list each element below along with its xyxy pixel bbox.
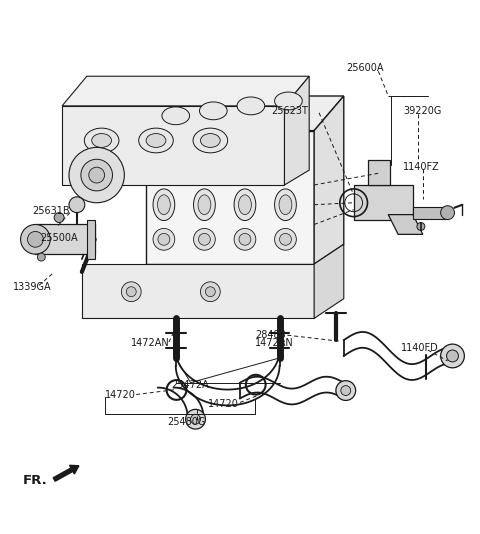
Circle shape: [446, 350, 458, 362]
Circle shape: [121, 282, 141, 302]
Ellipse shape: [193, 128, 228, 153]
Polygon shape: [314, 96, 344, 264]
Polygon shape: [285, 76, 309, 185]
Text: 1472AN: 1472AN: [131, 338, 170, 348]
Text: 25472A: 25472A: [171, 380, 209, 390]
Ellipse shape: [279, 195, 292, 215]
Circle shape: [27, 231, 43, 247]
Text: FR.: FR.: [23, 474, 48, 488]
Circle shape: [191, 414, 201, 424]
Text: 25600A: 25600A: [347, 64, 384, 73]
Polygon shape: [82, 264, 314, 318]
Circle shape: [336, 381, 356, 400]
Ellipse shape: [239, 195, 252, 215]
Circle shape: [69, 147, 124, 203]
Polygon shape: [388, 215, 423, 234]
Polygon shape: [354, 185, 413, 219]
FancyArrow shape: [53, 465, 79, 481]
Circle shape: [441, 206, 455, 219]
Ellipse shape: [275, 92, 302, 110]
Circle shape: [441, 344, 464, 368]
Polygon shape: [369, 160, 390, 185]
Circle shape: [54, 213, 64, 223]
Text: 1140FD: 1140FD: [401, 343, 439, 353]
Ellipse shape: [201, 134, 220, 147]
Circle shape: [205, 287, 216, 297]
Text: 1140FZ: 1140FZ: [403, 162, 440, 172]
Text: 25480G: 25480G: [167, 417, 205, 427]
Circle shape: [417, 223, 425, 231]
Ellipse shape: [153, 229, 175, 250]
Ellipse shape: [157, 195, 170, 215]
Polygon shape: [62, 76, 309, 106]
Circle shape: [37, 253, 45, 261]
Ellipse shape: [139, 128, 173, 153]
Circle shape: [21, 224, 50, 254]
Ellipse shape: [198, 195, 211, 215]
Text: 1339GA: 1339GA: [12, 282, 51, 292]
Ellipse shape: [193, 229, 216, 250]
Ellipse shape: [237, 97, 264, 115]
Text: 14720: 14720: [105, 390, 135, 400]
Ellipse shape: [279, 233, 291, 245]
Polygon shape: [62, 106, 285, 185]
Ellipse shape: [193, 189, 216, 221]
Circle shape: [89, 167, 105, 183]
Circle shape: [201, 282, 220, 302]
Text: 28483: 28483: [255, 330, 286, 340]
Ellipse shape: [199, 233, 210, 245]
Ellipse shape: [158, 233, 170, 245]
Ellipse shape: [162, 107, 190, 124]
Text: 14720: 14720: [208, 399, 239, 410]
Text: 39220G: 39220G: [403, 106, 442, 116]
Ellipse shape: [92, 134, 111, 147]
Circle shape: [341, 386, 351, 396]
Ellipse shape: [275, 189, 296, 221]
Ellipse shape: [234, 229, 256, 250]
Ellipse shape: [146, 134, 166, 147]
Text: 25631B: 25631B: [33, 206, 70, 216]
Ellipse shape: [234, 189, 256, 221]
Text: 25623T: 25623T: [272, 106, 309, 116]
Polygon shape: [146, 96, 344, 131]
Circle shape: [81, 159, 112, 191]
Ellipse shape: [153, 189, 175, 221]
Ellipse shape: [239, 233, 251, 245]
Ellipse shape: [84, 128, 119, 153]
Polygon shape: [413, 207, 447, 218]
Circle shape: [69, 197, 85, 213]
Text: 25500A: 25500A: [40, 233, 78, 244]
Circle shape: [186, 410, 205, 429]
Circle shape: [126, 287, 136, 297]
Polygon shape: [87, 219, 95, 259]
Ellipse shape: [275, 229, 296, 250]
Polygon shape: [146, 131, 314, 264]
Polygon shape: [36, 224, 95, 254]
Polygon shape: [314, 244, 344, 318]
Ellipse shape: [200, 102, 227, 120]
Text: 1472AN: 1472AN: [255, 338, 294, 348]
